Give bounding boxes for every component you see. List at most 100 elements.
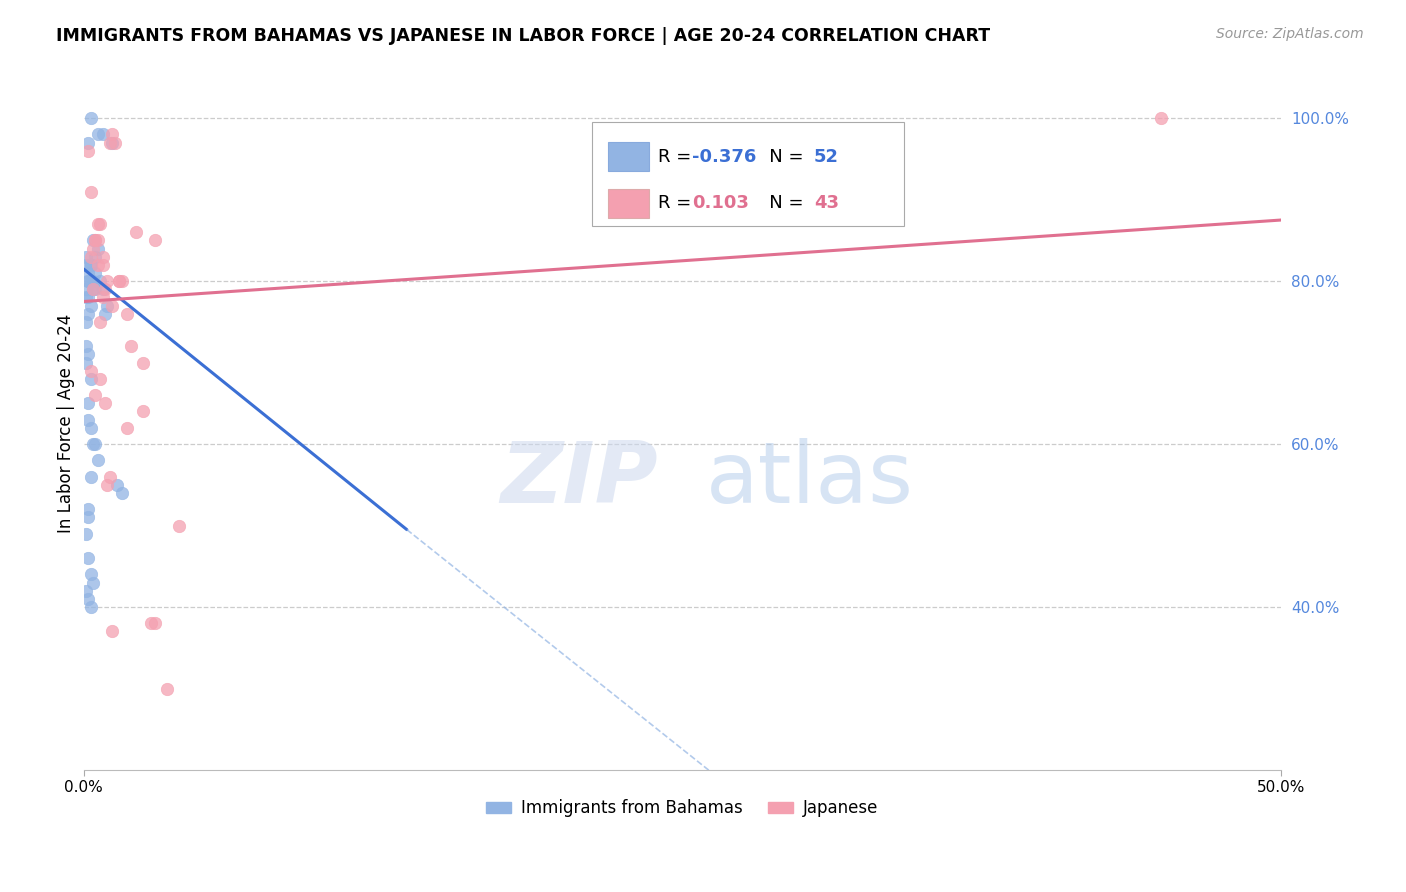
Point — [91, 258, 114, 272]
Point — [84, 282, 107, 296]
Point — [132, 404, 155, 418]
Point — [87, 242, 110, 256]
Point — [108, 274, 131, 288]
Point — [84, 250, 107, 264]
Point — [87, 258, 110, 272]
Point — [77, 412, 100, 426]
Point — [91, 128, 114, 142]
Point — [101, 128, 124, 142]
Point — [1150, 111, 1173, 125]
Point — [91, 250, 114, 264]
Point — [82, 242, 104, 256]
Point — [82, 575, 104, 590]
Point — [145, 616, 167, 631]
Point — [101, 299, 124, 313]
Point — [101, 624, 124, 639]
Point — [77, 347, 100, 361]
Point — [77, 510, 100, 524]
Point — [111, 486, 134, 500]
Text: Source: ZipAtlas.com: Source: ZipAtlas.com — [1216, 27, 1364, 41]
Point — [82, 437, 104, 451]
Point — [89, 274, 111, 288]
Point — [77, 307, 100, 321]
Point — [80, 469, 103, 483]
FancyBboxPatch shape — [607, 189, 648, 218]
Point — [87, 128, 110, 142]
Point — [84, 234, 107, 248]
Point — [105, 478, 128, 492]
Point — [75, 250, 97, 264]
Point — [169, 518, 191, 533]
Text: IMMIGRANTS FROM BAHAMAS VS JAPANESE IN LABOR FORCE | AGE 20-24 CORRELATION CHART: IMMIGRANTS FROM BAHAMAS VS JAPANESE IN L… — [56, 27, 990, 45]
Point — [94, 396, 117, 410]
Point — [98, 469, 121, 483]
Point — [75, 315, 97, 329]
Point — [84, 437, 107, 451]
Point — [87, 453, 110, 467]
Text: R =: R = — [658, 148, 697, 166]
Point — [80, 111, 103, 125]
Point — [89, 315, 111, 329]
Legend: Immigrants from Bahamas, Japanese: Immigrants from Bahamas, Japanese — [479, 793, 884, 824]
Point — [89, 217, 111, 231]
Point — [80, 299, 103, 313]
Point — [82, 282, 104, 296]
Point — [156, 681, 179, 696]
Point — [145, 234, 167, 248]
Point — [75, 526, 97, 541]
Point — [96, 274, 118, 288]
Point — [101, 136, 124, 150]
Point — [91, 282, 114, 296]
Point — [77, 144, 100, 158]
Point — [77, 396, 100, 410]
Point — [75, 282, 97, 296]
Point — [87, 217, 110, 231]
Point — [91, 290, 114, 304]
Point — [115, 307, 138, 321]
Point — [98, 136, 121, 150]
Text: 0.103: 0.103 — [692, 194, 749, 212]
Point — [77, 591, 100, 606]
Point — [77, 502, 100, 516]
Point — [77, 274, 100, 288]
Text: -0.376: -0.376 — [692, 148, 756, 166]
Point — [80, 258, 103, 272]
Point — [115, 421, 138, 435]
Point — [80, 258, 103, 272]
Text: N =: N = — [752, 194, 808, 212]
Point — [82, 282, 104, 296]
Point — [80, 600, 103, 615]
Point — [94, 282, 117, 296]
Point — [80, 364, 103, 378]
Point — [75, 339, 97, 353]
Point — [75, 356, 97, 370]
Point — [77, 290, 100, 304]
Point — [80, 372, 103, 386]
Point — [111, 274, 134, 288]
Point — [80, 567, 103, 582]
Text: ZIP: ZIP — [501, 438, 658, 521]
Point — [84, 266, 107, 280]
Text: 52: 52 — [814, 148, 839, 166]
Point — [87, 234, 110, 248]
Point — [108, 274, 131, 288]
Text: atlas: atlas — [706, 438, 914, 521]
Point — [104, 136, 127, 150]
Point — [84, 388, 107, 402]
Point — [94, 307, 117, 321]
Point — [75, 258, 97, 272]
Point — [96, 299, 118, 313]
Point — [77, 551, 100, 566]
Text: 43: 43 — [814, 194, 839, 212]
Point — [75, 583, 97, 598]
Point — [82, 274, 104, 288]
Point — [84, 234, 107, 248]
Point — [89, 372, 111, 386]
Text: N =: N = — [752, 148, 808, 166]
Y-axis label: In Labor Force | Age 20-24: In Labor Force | Age 20-24 — [58, 314, 75, 533]
Point — [77, 136, 100, 150]
FancyBboxPatch shape — [592, 122, 904, 227]
Point — [82, 234, 104, 248]
Point — [77, 274, 100, 288]
Point — [75, 290, 97, 304]
